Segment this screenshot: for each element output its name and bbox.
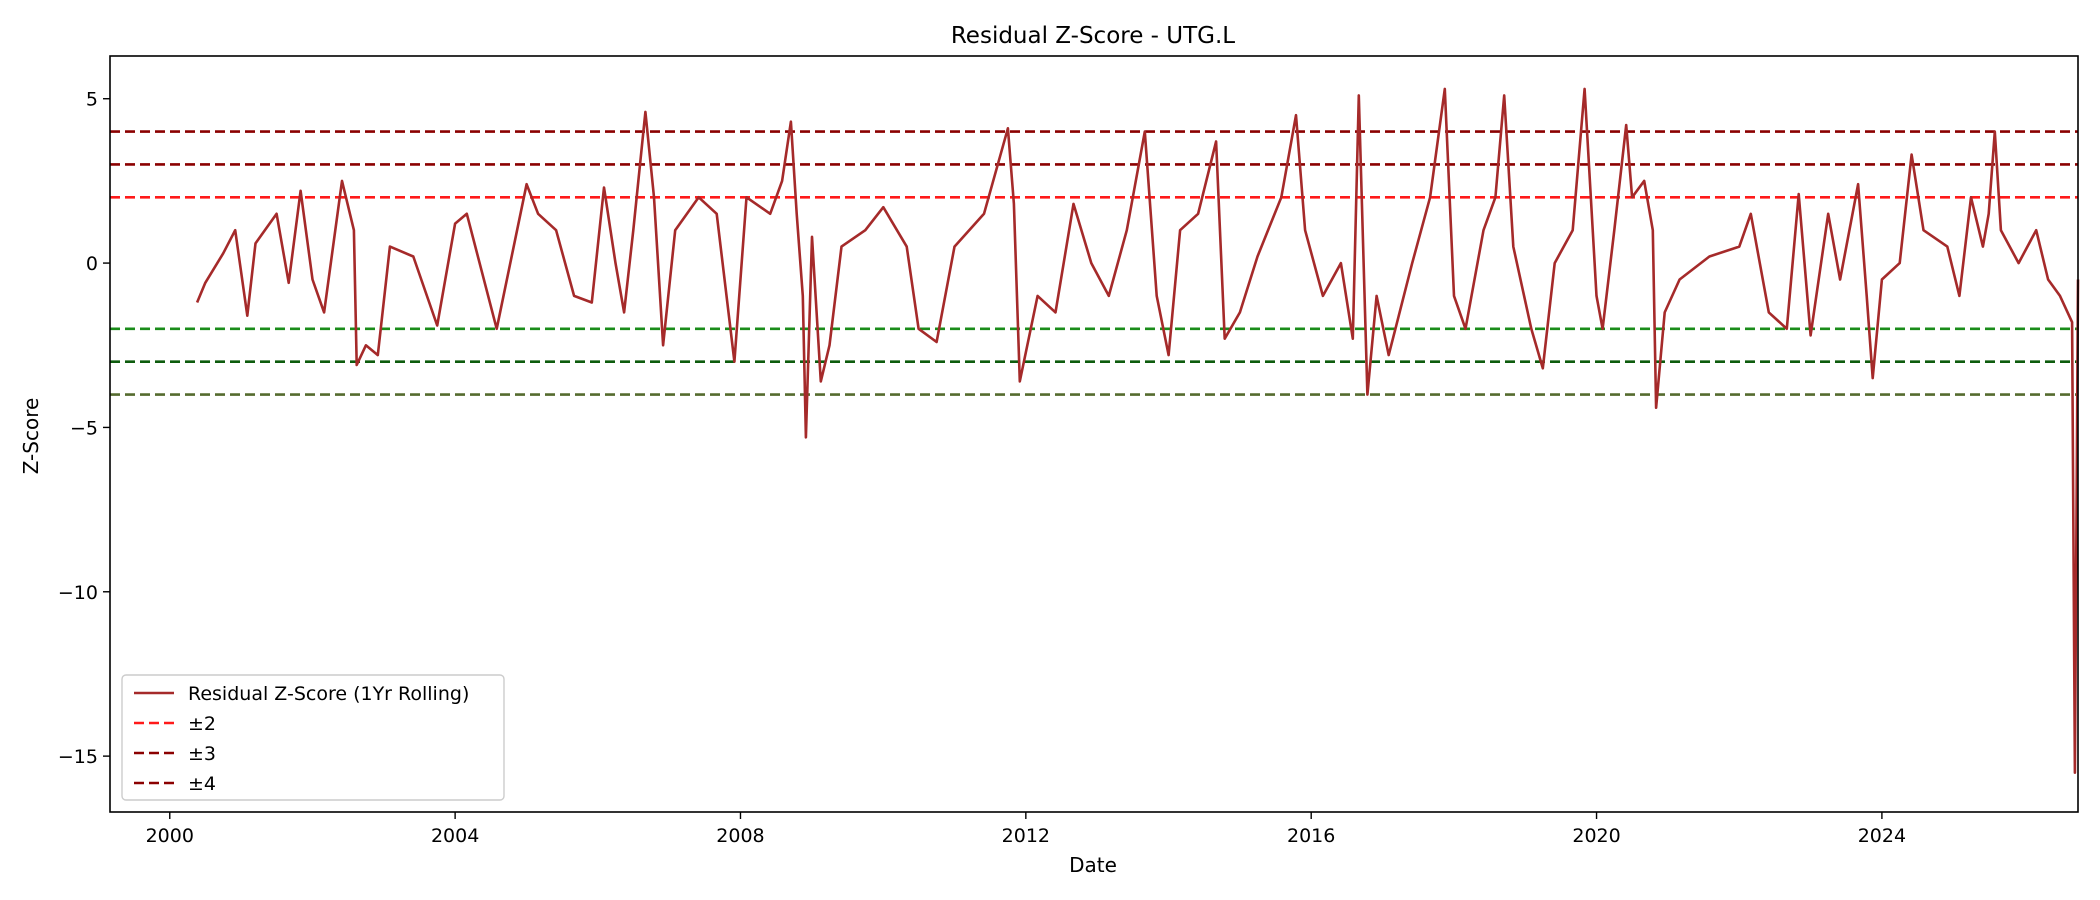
- x-tick-label: 2004: [431, 825, 479, 847]
- x-tick-label: 2020: [1572, 825, 1620, 847]
- y-axis-label: Z-Score: [19, 398, 43, 475]
- legend-box: [121, 674, 505, 801]
- x-tick-label: 2016: [1287, 825, 1335, 847]
- x-tick-label: 2000: [146, 825, 194, 847]
- plot-area: 2000 2004 2008 2012 2016 2020 2024 5 0 −5 −10 −15: [58, 55, 2080, 847]
- x-axis-label: Date: [1069, 853, 1117, 877]
- y-tick-label: −15: [58, 746, 98, 768]
- chart-title: Residual Z-Score - UTG.L: [951, 23, 1235, 49]
- x-tick-label: 2024: [1858, 825, 1906, 847]
- legend-label: ±3: [188, 743, 216, 765]
- axes-frame: [109, 55, 2079, 813]
- x-tick-label: 2008: [716, 825, 764, 847]
- y-tick-label: −5: [70, 417, 98, 439]
- y-tick-label: 0: [86, 253, 98, 275]
- series-line: [195, 87, 2080, 774]
- legend-label: ±2: [188, 713, 216, 735]
- y-tick-label: −10: [58, 582, 98, 604]
- legend: Residual Z-Score (1Yr Rolling) ±2 ±3 ±4: [121, 674, 505, 801]
- legend-label: Residual Z-Score (1Yr Rolling): [188, 683, 469, 705]
- x-tick-label: 2012: [1002, 825, 1050, 847]
- legend-label: ±4: [188, 773, 216, 795]
- y-tick-label: 5: [86, 89, 98, 111]
